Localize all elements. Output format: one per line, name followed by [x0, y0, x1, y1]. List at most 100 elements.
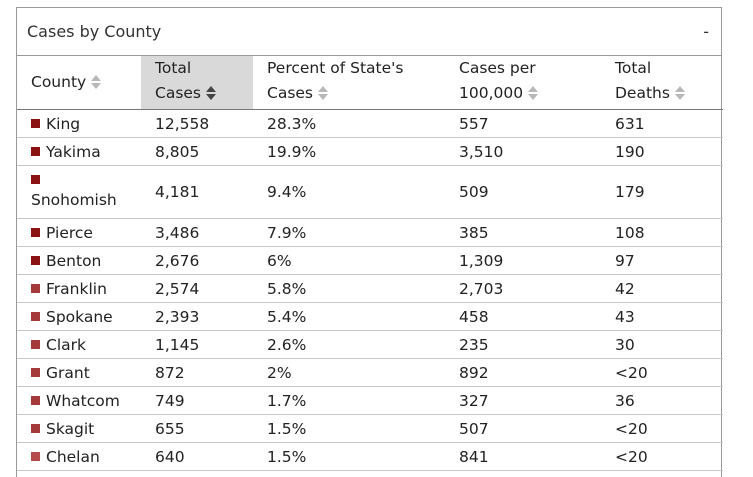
county-cell: King: [17, 109, 141, 138]
legend-swatch-icon: [31, 367, 40, 377]
cases-per-100k-cell: 841: [445, 442, 601, 471]
percent-cell: 2.6%: [253, 330, 445, 359]
table-row: King 12,558 28.3% 557 631: [17, 109, 723, 138]
column-header-label: Percent of State's: [267, 59, 404, 77]
column-header-label: Cases: [155, 84, 202, 102]
county-name: Spokane: [46, 307, 113, 326]
county-cell: Spokane: [17, 302, 141, 331]
total-deaths-cell: 36: [601, 386, 723, 415]
column-header-total-deaths[interactable]: Total Deaths: [601, 56, 723, 110]
legend-swatch-icon: [31, 451, 40, 461]
total-cases-cell: 12,558: [141, 109, 253, 138]
county-cell: Snohomish: [17, 165, 141, 219]
table-header-row: County Total Cases Percent of State's Cases C…: [17, 56, 723, 110]
table-row: Franklin 2,574 5.8% 2,703 42: [17, 274, 723, 303]
percent-cell: 9.4%: [253, 165, 445, 219]
county-cases-table: County Total Cases Percent of State's Cases C…: [17, 56, 723, 471]
percent-cell: 5.4%: [253, 302, 445, 331]
cases-per-100k-cell: 3,510: [445, 137, 601, 166]
legend-swatch-icon: [31, 283, 40, 293]
table-row: Snohomish 4,181 9.4% 509 179: [17, 165, 723, 219]
total-deaths-cell: 97: [601, 246, 723, 275]
county-cell: Benton: [17, 246, 141, 275]
legend-swatch-icon: [31, 339, 40, 349]
county-cell: Chelan: [17, 442, 141, 471]
sort-icon[interactable]: [674, 85, 686, 101]
sort-icon[interactable]: [527, 85, 539, 101]
total-cases-cell: 4,181: [141, 165, 253, 219]
column-header-label: Total: [615, 59, 652, 77]
county-cell: Franklin: [17, 274, 141, 303]
county-name: Yakima: [46, 142, 101, 161]
collapse-button[interactable]: -: [703, 22, 709, 41]
total-cases-cell: 2,393: [141, 302, 253, 331]
sort-icon[interactable]: [90, 74, 102, 90]
total-deaths-cell: 42: [601, 274, 723, 303]
total-deaths-cell: 179: [601, 165, 723, 219]
percent-cell: 28.3%: [253, 109, 445, 138]
county-name: Franklin: [46, 279, 107, 298]
column-header-cases-per-100k[interactable]: Cases per 100,000: [445, 56, 601, 110]
county-cell: Yakima: [17, 137, 141, 166]
total-cases-cell: 8,805: [141, 137, 253, 166]
total-cases-cell: 655: [141, 414, 253, 443]
legend-swatch-icon: [31, 146, 40, 156]
total-cases-cell: 749: [141, 386, 253, 415]
column-header-county[interactable]: County: [17, 56, 141, 110]
table-row: Clark 1,145 2.6% 235 30: [17, 330, 723, 359]
column-header-label: 100,000: [459, 84, 524, 102]
legend-swatch-icon: [31, 255, 40, 265]
total-cases-cell: 2,676: [141, 246, 253, 275]
county-name: Skagit: [46, 419, 95, 438]
county-cell: Skagit: [17, 414, 141, 443]
legend-swatch-icon: [31, 174, 40, 184]
cases-per-100k-cell: 327: [445, 386, 601, 415]
total-deaths-cell: <20: [601, 442, 723, 471]
table-row: Spokane 2,393 5.4% 458 43: [17, 302, 723, 331]
county-cell: Pierce: [17, 218, 141, 247]
county-cell: Clark: [17, 330, 141, 359]
cases-per-100k-cell: 385: [445, 218, 601, 247]
column-header-percent-of-state[interactable]: Percent of State's Cases: [253, 56, 445, 110]
table-row: Whatcom 749 1.7% 327 36: [17, 386, 723, 415]
total-deaths-cell: 30: [601, 330, 723, 359]
percent-cell: 1.7%: [253, 386, 445, 415]
total-cases-cell: 872: [141, 358, 253, 387]
legend-swatch-icon: [31, 423, 40, 433]
total-deaths-cell: <20: [601, 358, 723, 387]
total-cases-cell: 640: [141, 442, 253, 471]
total-deaths-cell: 631: [601, 109, 723, 138]
cases-per-100k-cell: 892: [445, 358, 601, 387]
cases-per-100k-cell: 1,309: [445, 246, 601, 275]
table-row: Yakima 8,805 19.9% 3,510 190: [17, 137, 723, 166]
county-name: Snohomish: [31, 190, 117, 209]
total-cases-cell: 2,574: [141, 274, 253, 303]
total-cases-cell: 3,486: [141, 218, 253, 247]
cases-per-100k-cell: 507: [445, 414, 601, 443]
total-deaths-cell: 190: [601, 137, 723, 166]
county-cell: Whatcom: [17, 386, 141, 415]
table-row: Grant 872 2% 892 <20: [17, 358, 723, 387]
county-name: Chelan: [46, 447, 100, 466]
county-name: Clark: [46, 335, 86, 354]
cases-per-100k-cell: 235: [445, 330, 601, 359]
total-deaths-cell: 108: [601, 218, 723, 247]
column-header-label: Deaths: [615, 84, 670, 102]
column-header-total-cases[interactable]: Total Cases: [141, 56, 253, 110]
sort-descending-icon[interactable]: [205, 85, 217, 101]
percent-cell: 5.8%: [253, 274, 445, 303]
column-header-label: County: [31, 73, 87, 91]
cases-by-county-panel: Cases by County - County Total Cases Percen…: [16, 7, 723, 477]
cases-per-100k-cell: 557: [445, 109, 601, 138]
percent-cell: 1.5%: [253, 414, 445, 443]
column-header-label: Total: [155, 59, 192, 77]
column-header-label: Cases: [267, 84, 314, 102]
county-name: Whatcom: [46, 391, 120, 410]
percent-cell: 1.5%: [253, 442, 445, 471]
panel-title: Cases by County: [27, 22, 162, 41]
total-cases-cell: 1,145: [141, 330, 253, 359]
sort-icon[interactable]: [317, 85, 329, 101]
county-name: Benton: [46, 251, 102, 270]
table-row: Benton 2,676 6% 1,309 97: [17, 246, 723, 275]
cases-per-100k-cell: 509: [445, 165, 601, 219]
